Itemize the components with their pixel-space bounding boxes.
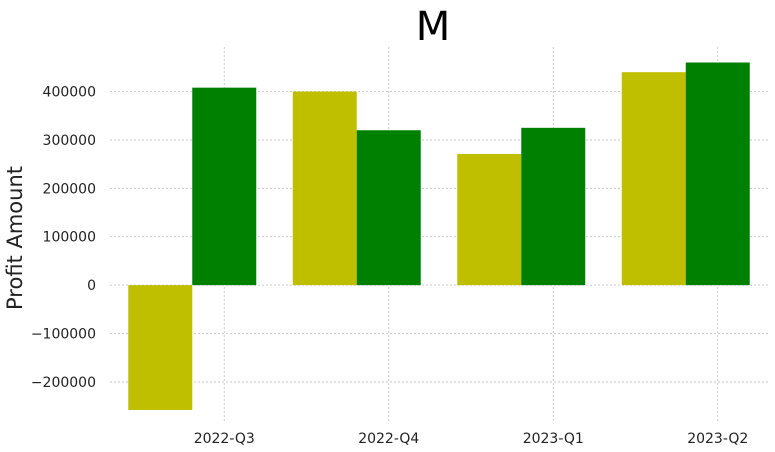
- x-tick-label: 2023-Q1: [523, 431, 584, 447]
- y-tick-label: −100000: [31, 327, 96, 343]
- x-tick-label: 2022-Q4: [358, 431, 419, 447]
- y-tick-label: 0: [87, 278, 96, 294]
- bar-2022-Q3-series-2: [192, 87, 257, 286]
- y-tick-label: 400000: [43, 85, 96, 101]
- bar-2023-Q2-series-1: [621, 72, 686, 286]
- bar-2022-Q3-series-1: [128, 285, 193, 410]
- bar-2022-Q4-series-1: [292, 91, 357, 286]
- y-tick-label: 100000: [43, 230, 96, 246]
- y-tick-labels: −200000 −100000 0 100000 200000 300000 400000: [31, 85, 96, 391]
- y-tick-label: 300000: [43, 133, 96, 149]
- y-tick-label: 200000: [43, 181, 96, 197]
- bar-2023-Q1-series-1: [457, 153, 522, 286]
- bar-2023-Q1-series-2: [521, 127, 586, 286]
- bar-2023-Q2-series-2: [685, 62, 750, 286]
- y-axis-label: Profit Amount: [3, 166, 27, 310]
- bar-2022-Q4-series-2: [356, 130, 421, 286]
- bars: [128, 62, 750, 410]
- y-tick-label: −200000: [31, 375, 96, 391]
- x-tick-labels: 2022-Q3 2022-Q4 2023-Q1 2023-Q2: [194, 431, 749, 447]
- chart-title: M: [416, 4, 451, 50]
- x-tick-label: 2022-Q3: [194, 431, 255, 447]
- x-tick-label: 2023-Q2: [687, 431, 748, 447]
